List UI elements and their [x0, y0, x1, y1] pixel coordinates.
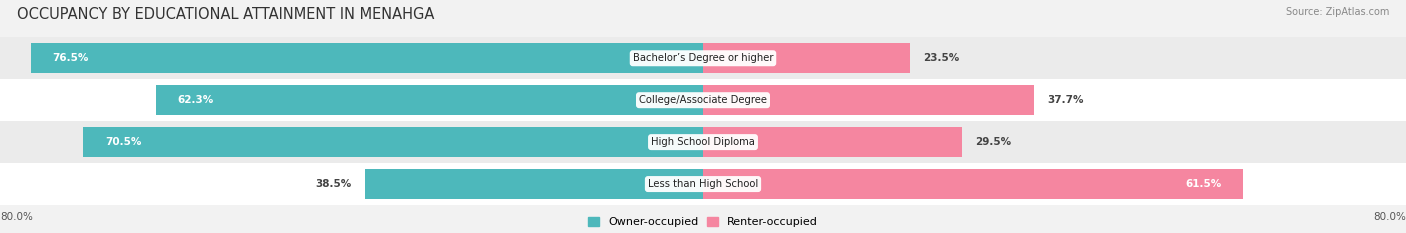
Text: OCCUPANCY BY EDUCATIONAL ATTAINMENT IN MENAHGA: OCCUPANCY BY EDUCATIONAL ATTAINMENT IN M… [17, 7, 434, 22]
Bar [0, 79, 1406, 121]
Text: 38.5%: 38.5% [315, 179, 352, 189]
Text: 76.5%: 76.5% [53, 53, 89, 63]
Text: 80.0%: 80.0% [0, 212, 32, 222]
Text: Bachelor’s Degree or higher: Bachelor’s Degree or higher [633, 53, 773, 63]
Text: High School Diploma: High School Diploma [651, 137, 755, 147]
Bar [703, 85, 1035, 115]
Text: 80.0%: 80.0% [1374, 212, 1406, 222]
Text: 37.7%: 37.7% [1047, 95, 1084, 105]
Bar [703, 169, 1243, 199]
Text: 62.3%: 62.3% [177, 95, 214, 105]
Bar [31, 43, 703, 73]
Bar [83, 127, 703, 157]
Legend: Owner-occupied, Renter-occupied: Owner-occupied, Renter-occupied [588, 217, 818, 227]
Text: 29.5%: 29.5% [976, 137, 1011, 147]
Bar [156, 85, 703, 115]
Text: 23.5%: 23.5% [922, 53, 959, 63]
Bar [0, 121, 1406, 163]
Text: 70.5%: 70.5% [105, 137, 142, 147]
Bar [364, 169, 703, 199]
Text: Source: ZipAtlas.com: Source: ZipAtlas.com [1285, 7, 1389, 17]
Text: College/Associate Degree: College/Associate Degree [638, 95, 768, 105]
Text: 61.5%: 61.5% [1185, 179, 1222, 189]
Bar [703, 127, 962, 157]
Bar [0, 163, 1406, 205]
Bar [703, 43, 910, 73]
Bar [0, 37, 1406, 79]
Text: Less than High School: Less than High School [648, 179, 758, 189]
